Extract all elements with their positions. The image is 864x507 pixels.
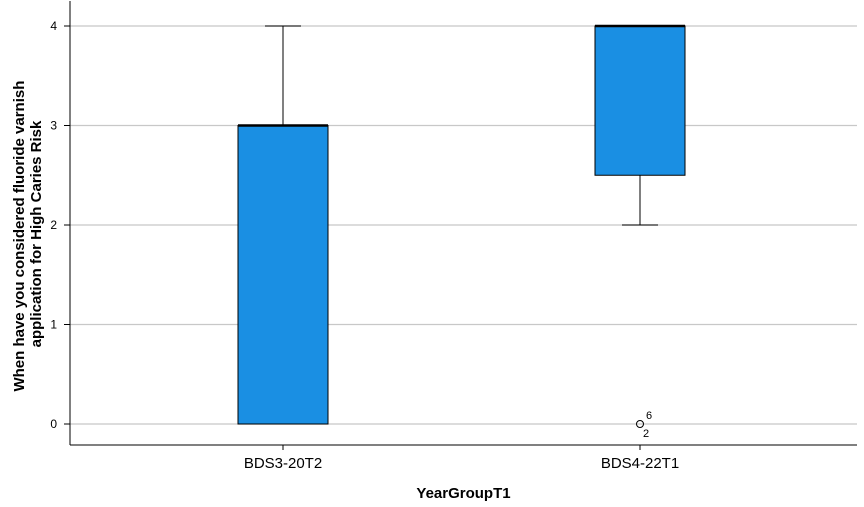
iqr-box [237, 125, 329, 425]
y-tick-label-3: 3 [50, 119, 57, 133]
outlier-label-top: 6 [646, 410, 652, 422]
outlier-label-bottom: 2 [643, 428, 649, 440]
outlier-point [636, 420, 644, 428]
gridlines [70, 25, 857, 425]
y-axis-title: When have you considered fluoride varnis… [11, 76, 45, 391]
y-tick-label-0: 0 [50, 417, 57, 431]
box-1 [237, 25, 329, 425]
y-tick-label-1: 1 [50, 318, 57, 332]
boxes: 62 [237, 24, 686, 440]
x-tick-label-2: BDS4-22T1 [601, 455, 679, 472]
y-axis-title-line-1: When have you considered fluoride varnis… [11, 81, 28, 392]
y-axis-ticks: 0 1 2 3 4 [50, 19, 70, 431]
y-axis-title-line-2: application for High Caries Risk [28, 120, 45, 347]
x-axis-title: YearGroupT1 [416, 485, 510, 502]
y-tick-label-4: 4 [50, 19, 57, 33]
box-2: 62 [594, 24, 686, 440]
y-tick-label-2: 2 [50, 218, 57, 232]
x-tick-label-1: BDS3-20T2 [244, 455, 322, 472]
iqr-box [594, 25, 686, 176]
x-axis-ticks: BDS3-20T2 BDS4-22T1 [244, 445, 679, 472]
